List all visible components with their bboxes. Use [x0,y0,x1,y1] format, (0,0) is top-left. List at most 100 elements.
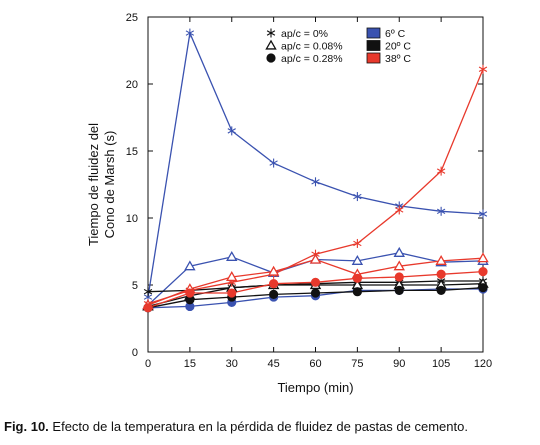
x-tick-label: 15 [184,358,196,370]
legend-swatch [366,52,381,64]
marker-asterisk-stroke [266,30,276,36]
x-tick-label: 75 [351,358,363,370]
x-tick-label: 30 [226,358,238,370]
legend-label: 38º C [385,53,411,65]
legend-marker-circle [266,53,276,63]
data-point-6-c-asterisk [269,158,278,168]
marker-triangle [267,265,280,276]
x-tick-label: 60 [309,358,321,370]
data-point-38-c-triangle [393,260,405,271]
series-line-38-c-asterisk [147,69,484,305]
data-point-6-c-asterisk [311,177,320,187]
marker-triangle [435,254,447,265]
marker-triangle [477,252,489,263]
y-tick-label: 25 [126,12,138,24]
marker-circle [436,269,446,279]
data-point-20-c-circle [310,288,321,298]
marker-circle [227,288,237,298]
x-axis-title: Tiempo (min) [277,380,353,395]
marker-asterisk-stroke [395,207,404,213]
legend: ap/c = 0%ap/c = 0.08%ap/c = 0.28% 6º C20º… [265,27,411,65]
marker-triangle [309,253,322,264]
data-point-6-c-asterisk [185,28,195,38]
legend-label: ap/c = 0% [281,28,328,40]
marker-triangle [393,260,405,271]
data-point-20-c-circle [478,283,488,293]
legend-label: ap/c = 0.28% [281,53,343,65]
data-point-20-c-circle [394,285,404,295]
data-point-38-c-circle [143,303,153,313]
data-point-38-c-asterisk [478,64,488,74]
y-tick-label: 20 [126,79,138,91]
data-point-6-c-asterisk [353,192,362,202]
legend-label: ap/c = 0.08% [281,41,343,53]
marker-circle [394,285,404,295]
data-point-6-c-triangle [226,250,238,261]
data-point-38-c-circle [269,279,279,289]
legend-label: 6º C [385,28,406,40]
series-markers [142,28,489,313]
legend-marker-triangle [265,39,277,50]
data-point-38-c-asterisk [436,166,446,176]
data-point-38-c-circle [352,273,362,283]
data-point-38-c-circle [478,266,488,277]
data-point-6-c-triangle [184,260,196,271]
marker-asterisk-stroke [436,168,446,174]
data-point-38-c-asterisk [353,238,362,248]
legend-marker-asterisk [266,28,276,38]
marker-circle [143,303,153,313]
marker-triangle [226,250,238,261]
y-tick-label: 0 [132,347,138,359]
data-point-20-c-circle [436,285,446,295]
data-point-20-c-asterisk [143,287,153,297]
y-axis-title: Tiempo de fluidez del [86,123,101,246]
legend-label: 20º C [385,41,411,53]
marker-triangle [265,39,277,50]
data-point-6-c-triangle [351,254,364,265]
x-tick-label: 105 [432,358,450,370]
data-point-38-c-asterisk [395,205,404,215]
x-tick-label: 45 [268,358,280,370]
axes: 0 15 30 45 60 75 90 105 120 0 5 10 15 20 25 [126,12,492,370]
data-point-38-c-circle [185,288,195,298]
marker-asterisk-stroke [185,30,195,36]
marker-triangle [351,254,364,265]
caption-label: Fig. 10. [4,419,49,434]
data-point-38-c-triangle [309,253,322,264]
marker-triangle [226,271,238,282]
x-tick-label: 120 [474,358,492,370]
marker-circle [352,287,362,297]
y-tick-label: 15 [126,146,138,158]
data-point-6-c-triangle [393,246,405,257]
marker-asterisk-stroke [269,160,278,166]
marker-circle [478,266,488,277]
marker-circle [269,289,279,299]
marker-triangle [184,260,196,271]
marker-circle [185,288,195,298]
y-tick-label: 5 [132,280,138,292]
data-point-20-c-circle [269,289,279,299]
marker-asterisk-stroke [143,294,153,300]
data-point-38-c-circle [227,288,237,298]
figure-caption: Fig. 10. Efecto de la temperatura en la … [4,419,538,434]
marker-circle [269,279,279,289]
axis-titles: Tiempo (min) Tiempo de fluidez del Cono de… [86,123,354,395]
marker-triangle [393,246,405,257]
data-point-38-c-circle [310,277,321,287]
x-tick-label: 90 [393,358,405,370]
marker-circle [478,283,488,293]
data-point-38-c-triangle [267,265,280,276]
caption-text: Efecto de la temperatura en la pérdida d… [48,419,468,434]
marker-circle [310,277,321,287]
marker-circle [394,272,404,282]
data-point-6-c-asterisk [478,209,488,219]
x-tick-label: 0 [145,358,151,370]
marker-circle [310,288,321,298]
marker-circle [352,273,362,283]
marker-asterisk-stroke [227,128,236,134]
legend-swatch [366,27,381,39]
marker-circle [266,53,276,63]
marker-asterisk-stroke [478,211,488,217]
data-point-38-c-circle [394,272,404,282]
data-point-38-c-triangle [226,271,238,282]
